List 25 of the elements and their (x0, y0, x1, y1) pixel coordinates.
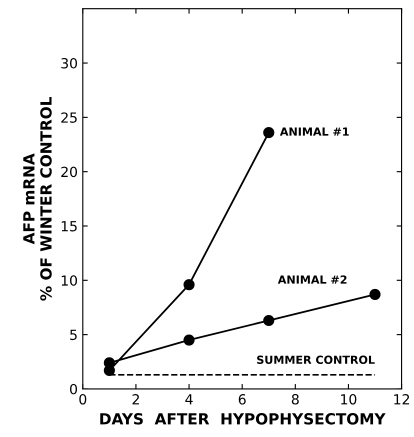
y-axis-title: AFP mRNA % OF WINTER CONTROL (23, 96, 52, 301)
point (263, 314, 274, 326)
ref-line-label: SUMMER CONTROL (257, 356, 375, 364)
y-tick-label: 20 (61, 166, 78, 178)
y-tick-label: 25 (61, 112, 77, 123)
x-tick-label: 2 (132, 394, 139, 404)
point (184, 279, 195, 290)
y-tick-label: 30 (61, 58, 78, 69)
point (263, 127, 274, 138)
x-tick-label: 6 (238, 394, 246, 405)
y-tick-label: 0 (70, 384, 78, 394)
point (104, 357, 115, 368)
x-tick-label: 8 (292, 394, 299, 405)
series-label: ANIMAL #1 (280, 128, 349, 136)
x-tick-label: 4 (185, 394, 193, 404)
y-tick-label: 10 (62, 275, 78, 286)
point (184, 334, 195, 346)
point (369, 288, 381, 300)
x-axis-title: DAYS AFTER HYPOPHYSECTOMY (100, 413, 386, 425)
x-tick-label: 12 (394, 394, 410, 404)
series-label: ANIMAL #2 (278, 275, 347, 284)
y-tick-label: 5 (70, 330, 77, 340)
x-tick-label: 0 (79, 394, 86, 405)
x-tick-label: 10 (341, 394, 356, 405)
y-tick-label: 15 (62, 221, 77, 232)
